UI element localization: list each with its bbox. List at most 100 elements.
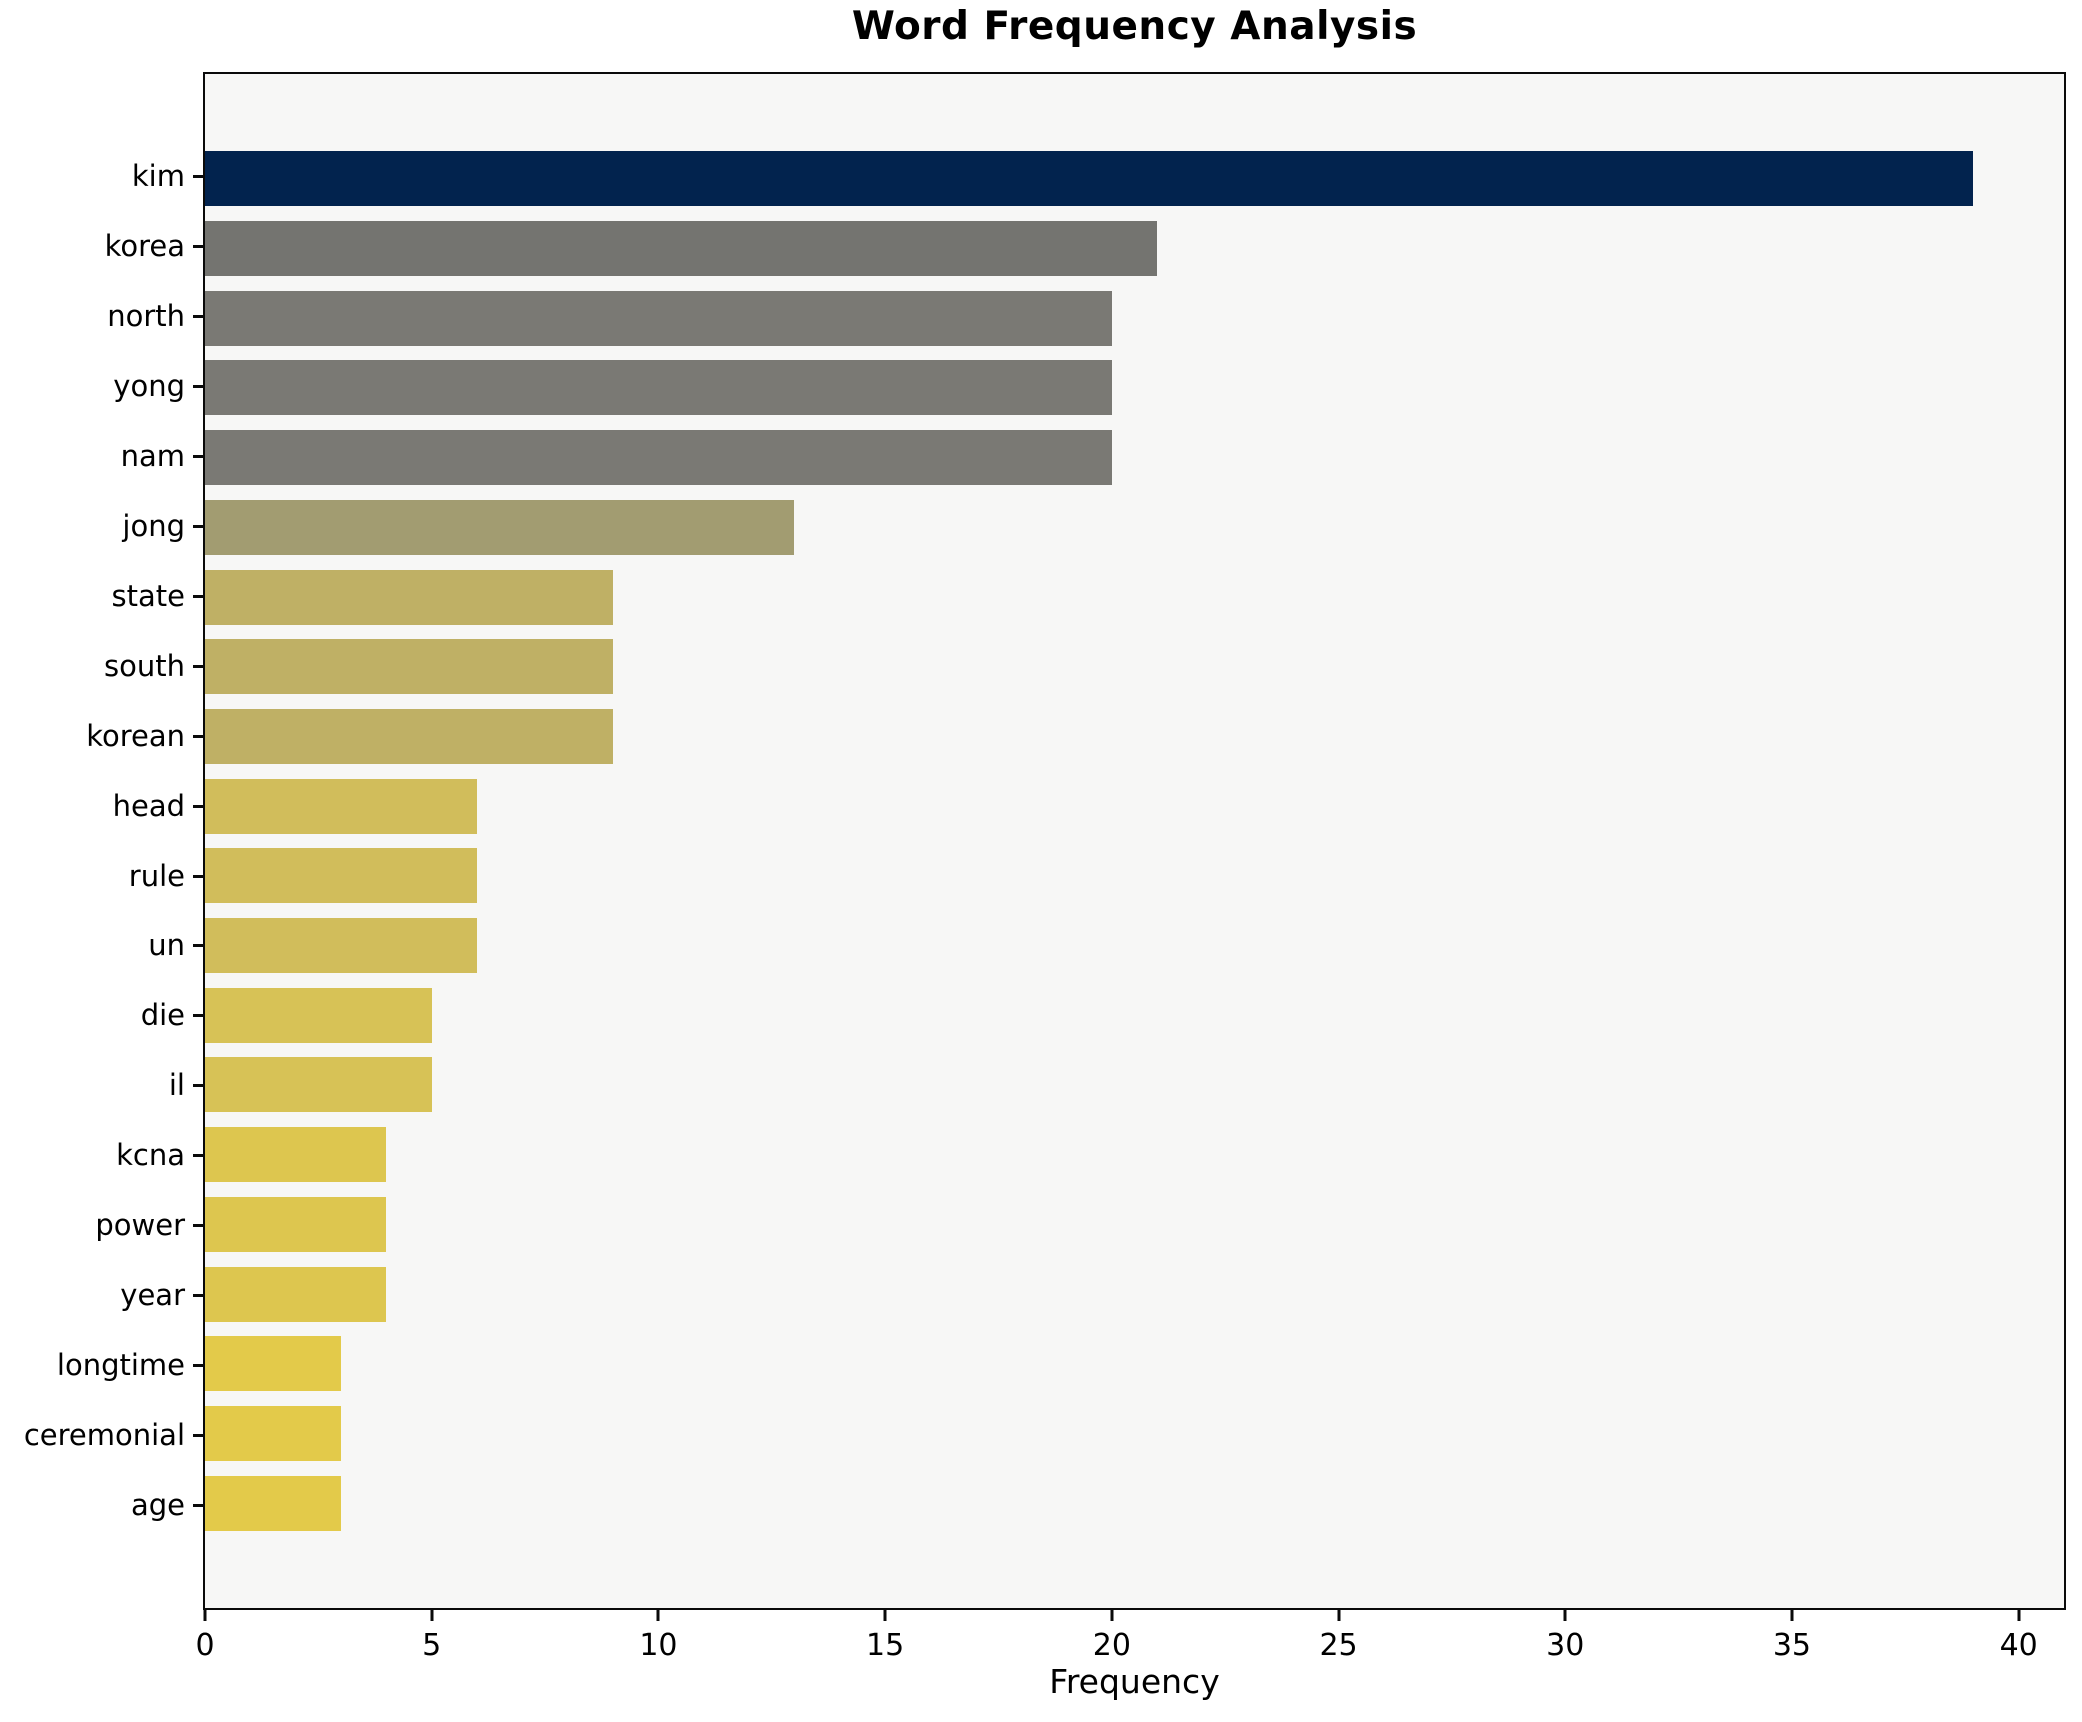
y-tick-label-korean: korean	[86, 718, 185, 753]
x-tick-mark	[430, 1610, 434, 1621]
bar-yong	[205, 360, 1112, 416]
y-label-row: longtime	[0, 1330, 203, 1400]
y-tick-label-korea: korea	[104, 229, 185, 264]
x-tick-mark	[1790, 1610, 1794, 1621]
y-tick-mark	[193, 664, 203, 668]
x-tick-label-30: 30	[1546, 1628, 1585, 1663]
y-label-row: north	[0, 282, 203, 352]
x-tick-label-40: 40	[1999, 1628, 2038, 1663]
bar-row	[205, 423, 2064, 493]
bar-row	[205, 1399, 2064, 1469]
y-tick-mark	[193, 1084, 203, 1088]
y-tick-label-kcna: kcna	[116, 1138, 185, 1173]
y-tick-mark	[193, 385, 203, 389]
x-tick-label-35: 35	[1772, 1628, 1812, 1663]
bar-year	[205, 1266, 387, 1322]
bar-row	[205, 1468, 2064, 1538]
bar-row	[205, 911, 2064, 981]
y-label-row: year	[0, 1261, 203, 1331]
bar-row	[205, 1120, 2064, 1190]
bar-kcna	[205, 1127, 387, 1183]
y-tick-label-longtime: longtime	[56, 1347, 185, 1382]
x-tick-mark	[203, 1610, 207, 1621]
x-tick-label-0: 0	[195, 1628, 215, 1663]
y-tick-mark	[193, 594, 203, 598]
x-tick-label-20: 20	[1092, 1628, 1131, 1663]
y-tick-mark	[193, 944, 203, 948]
bar-un	[205, 918, 478, 974]
y-tick-label-yong: yong	[113, 369, 185, 404]
bar-row	[205, 283, 2064, 353]
y-tick-label-die: die	[140, 998, 185, 1033]
bar-row	[205, 214, 2064, 284]
y-tick-label-kim: kim	[131, 159, 185, 194]
y-tick-mark	[193, 455, 203, 459]
bar-row	[205, 1190, 2064, 1260]
bar-korea	[205, 221, 1158, 277]
y-tick-mark	[193, 1363, 203, 1367]
y-tick-label-rule: rule	[128, 858, 185, 893]
y-tick-mark	[193, 1224, 203, 1228]
bar-ceremonial	[205, 1406, 342, 1461]
x-tick-label-5: 5	[422, 1628, 442, 1663]
y-tick-label-nam: nam	[120, 439, 185, 474]
y-tick-mark	[193, 245, 203, 249]
y-label-row: korea	[0, 212, 203, 282]
y-label-row: state	[0, 561, 203, 631]
y-tick-label-ceremonial: ceremonial	[23, 1417, 185, 1452]
bar-row	[205, 562, 2064, 632]
bar-age	[205, 1475, 342, 1531]
y-label-row: die	[0, 981, 203, 1051]
x-tick-mark	[656, 1610, 660, 1621]
x-tick-mark	[1563, 1610, 1567, 1621]
x-tick-mark	[1337, 1610, 1341, 1621]
x-tick-label-15: 15	[866, 1628, 905, 1663]
bar-north	[205, 290, 1112, 346]
y-tick-mark	[193, 804, 203, 808]
y-label-row: il	[0, 1051, 203, 1121]
bar-row	[205, 771, 2064, 841]
y-label-row: kcna	[0, 1121, 203, 1191]
bar-jong	[205, 499, 795, 555]
y-tick-mark	[193, 1503, 203, 1507]
y-tick-mark	[193, 874, 203, 878]
bar-row	[205, 702, 2064, 772]
y-label-row: power	[0, 1191, 203, 1261]
y-label-row: yong	[0, 352, 203, 422]
y-tick-label-south: south	[104, 648, 185, 683]
y-tick-label-power: power	[95, 1208, 185, 1243]
bar-kim	[205, 151, 1974, 207]
bar-row	[205, 353, 2064, 423]
y-tick-mark	[193, 175, 203, 179]
bar-nam	[205, 430, 1112, 486]
x-tick-mark	[1110, 1610, 1114, 1621]
y-tick-label-year: year	[120, 1277, 185, 1312]
y-tick-label-un: un	[148, 928, 185, 963]
x-tick-mark	[883, 1610, 887, 1621]
y-tick-mark	[193, 1433, 203, 1437]
y-tick-label-jong: jong	[122, 508, 185, 543]
bar-rule	[205, 848, 478, 904]
bars-container	[205, 74, 2064, 1608]
y-tick-mark	[193, 315, 203, 319]
bar-power	[205, 1196, 387, 1252]
y-label-row: south	[0, 631, 203, 701]
bar-row	[205, 1329, 2064, 1399]
bar-korean	[205, 708, 614, 764]
bar-row	[205, 632, 2064, 702]
bar-longtime	[205, 1336, 342, 1392]
y-label-row: korean	[0, 701, 203, 771]
y-tick-label-head: head	[112, 788, 185, 823]
y-tick-mark	[193, 1154, 203, 1158]
bar-row	[205, 144, 2064, 214]
y-label-row: rule	[0, 841, 203, 911]
x-axis-label: Frequency	[1049, 1662, 1220, 1701]
bar-die	[205, 987, 432, 1043]
plot-area	[203, 72, 2066, 1610]
bar-state	[205, 569, 614, 625]
y-axis-labels: kim korea north yong nam jong state south korean…	[0, 72, 203, 1610]
x-tick-label-10: 10	[639, 1628, 678, 1663]
y-tick-label-il: il	[168, 1068, 185, 1103]
x-axis: 0 5 10 15 20 25 30 35 40	[195, 1610, 2064, 1720]
